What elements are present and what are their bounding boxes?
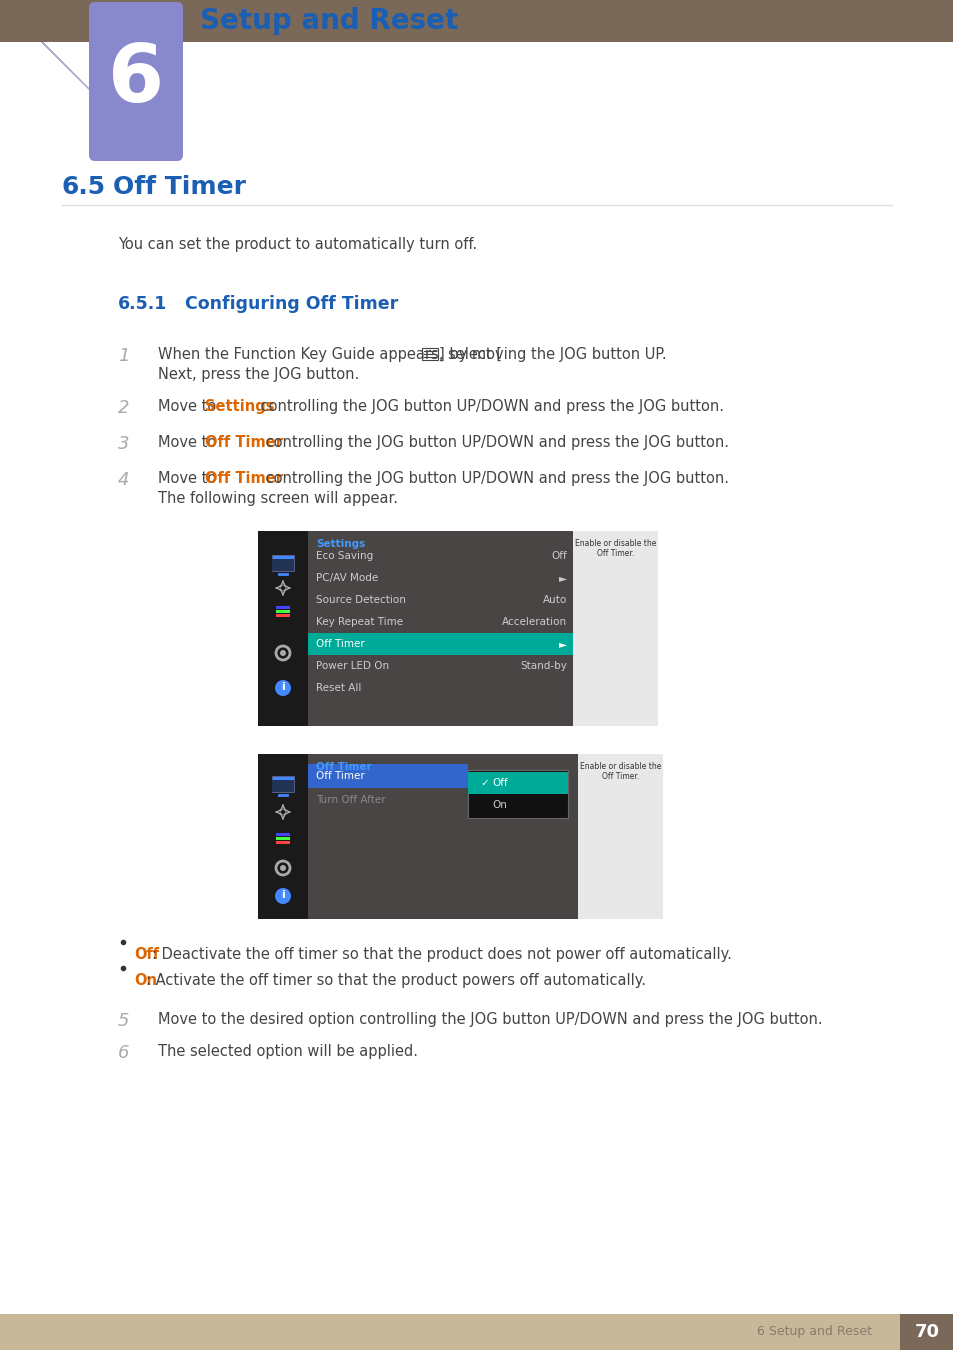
Text: The following screen will appear.: The following screen will appear. [158, 491, 397, 506]
Bar [275, 606, 290, 609]
Bar [275, 837, 290, 840]
Text: : Deactivate the off timer so that the product does not power off automatically.: : Deactivate the off timer so that the p… [152, 946, 731, 963]
Text: Off Timer: Off Timer [315, 761, 372, 772]
Text: : Activate the off timer so that the product powers off automatically.: : Activate the off timer so that the pro… [146, 973, 645, 988]
Text: Auto: Auto [542, 595, 566, 605]
Text: Off Timer: Off Timer [315, 639, 364, 649]
Text: controlling the JOG button UP/DOWN and press the JOG button.: controlling the JOG button UP/DOWN and p… [261, 471, 728, 486]
Text: Configuring Off Timer: Configuring Off Timer [185, 296, 397, 313]
Text: PC/AV Mode: PC/AV Mode [315, 572, 377, 583]
Text: Off Timer: Off Timer [205, 471, 283, 486]
Text: 4: 4 [118, 471, 130, 489]
Text: 2: 2 [118, 400, 130, 417]
Text: ] by moving the JOG button UP.: ] by moving the JOG button UP. [438, 347, 666, 362]
Text: 6 Setup and Reset: 6 Setup and Reset [757, 1326, 871, 1338]
Text: Off: Off [133, 946, 159, 963]
Bar [308, 764, 468, 788]
Bar [272, 776, 294, 792]
Bar [308, 531, 573, 726]
Text: When the Function Key Guide appears, select [: When the Function Key Guide appears, sel… [158, 347, 501, 362]
Text: Off: Off [551, 551, 566, 562]
Text: On: On [133, 973, 157, 988]
Text: Next, press the JOG button.: Next, press the JOG button. [158, 367, 359, 382]
Text: You can set the product to automatically turn off.: You can set the product to automatically… [118, 238, 476, 252]
Text: i: i [281, 682, 285, 693]
Bar [275, 833, 290, 836]
Text: Power LED On: Power LED On [315, 662, 389, 671]
Bar [573, 531, 658, 726]
Text: controlling the JOG button UP/DOWN and press the JOG button.: controlling the JOG button UP/DOWN and p… [255, 400, 723, 414]
Bar [257, 531, 308, 726]
Bar [275, 610, 290, 613]
Text: Move to the desired option controlling the JOG button UP/DOWN and press the JOG : Move to the desired option controlling t… [158, 1012, 821, 1027]
Circle shape [274, 680, 291, 697]
Text: Eco Saving: Eco Saving [315, 551, 373, 562]
Text: Turn Off After: Turn Off After [315, 795, 385, 805]
Text: Stand-by: Stand-by [519, 662, 566, 671]
Bar [468, 772, 567, 794]
Bar [422, 348, 437, 360]
Text: Off: Off [492, 778, 507, 788]
Text: 3: 3 [118, 435, 130, 454]
Text: Off Timer: Off Timer [112, 176, 246, 198]
Bar [272, 780, 294, 792]
Text: controlling the JOG button UP/DOWN and press the JOG button.: controlling the JOG button UP/DOWN and p… [261, 435, 728, 450]
Text: ►: ► [558, 572, 566, 583]
Text: Key Repeat Time: Key Repeat Time [315, 617, 403, 626]
Text: Acceleration: Acceleration [501, 617, 566, 626]
Bar [272, 559, 294, 571]
Text: Settings: Settings [205, 400, 274, 414]
Text: 5: 5 [118, 1012, 130, 1030]
Bar [0, 0, 953, 42]
Text: 6: 6 [108, 40, 164, 119]
Text: Move to: Move to [158, 471, 221, 486]
Text: 6.5: 6.5 [62, 176, 106, 198]
Bar [272, 555, 294, 571]
Text: Off Timer: Off Timer [315, 771, 364, 782]
Text: i: i [281, 890, 285, 900]
FancyBboxPatch shape [89, 1, 183, 161]
Text: Setup and Reset: Setup and Reset [200, 7, 457, 35]
Text: Source Detection: Source Detection [315, 595, 405, 605]
Text: ►: ► [558, 639, 566, 649]
Text: Settings: Settings [315, 539, 365, 549]
Circle shape [280, 865, 286, 871]
Bar [257, 755, 308, 919]
Bar [308, 755, 578, 919]
Text: Move to: Move to [158, 435, 221, 450]
Bar [899, 1314, 953, 1350]
Circle shape [274, 888, 291, 905]
Bar [0, 1314, 953, 1350]
Circle shape [280, 649, 286, 656]
Text: Move to: Move to [158, 400, 221, 414]
Text: Off Timer: Off Timer [205, 435, 283, 450]
Text: On: On [492, 801, 506, 810]
Text: The selected option will be applied.: The selected option will be applied. [158, 1044, 417, 1058]
Text: 1: 1 [118, 347, 130, 364]
Text: Reset All: Reset All [315, 683, 361, 693]
Bar [275, 614, 290, 617]
Text: ✓: ✓ [479, 778, 488, 788]
Bar [308, 633, 573, 655]
Text: Enable or disable the
Off Timer.: Enable or disable the Off Timer. [579, 761, 660, 782]
Text: 70: 70 [914, 1323, 939, 1341]
Text: Enable or disable the
Off Timer.: Enable or disable the Off Timer. [575, 539, 656, 559]
Bar [468, 769, 567, 818]
Bar [578, 755, 662, 919]
Text: 6: 6 [118, 1044, 130, 1062]
Bar [275, 841, 290, 844]
Text: 6.5.1: 6.5.1 [118, 296, 167, 313]
